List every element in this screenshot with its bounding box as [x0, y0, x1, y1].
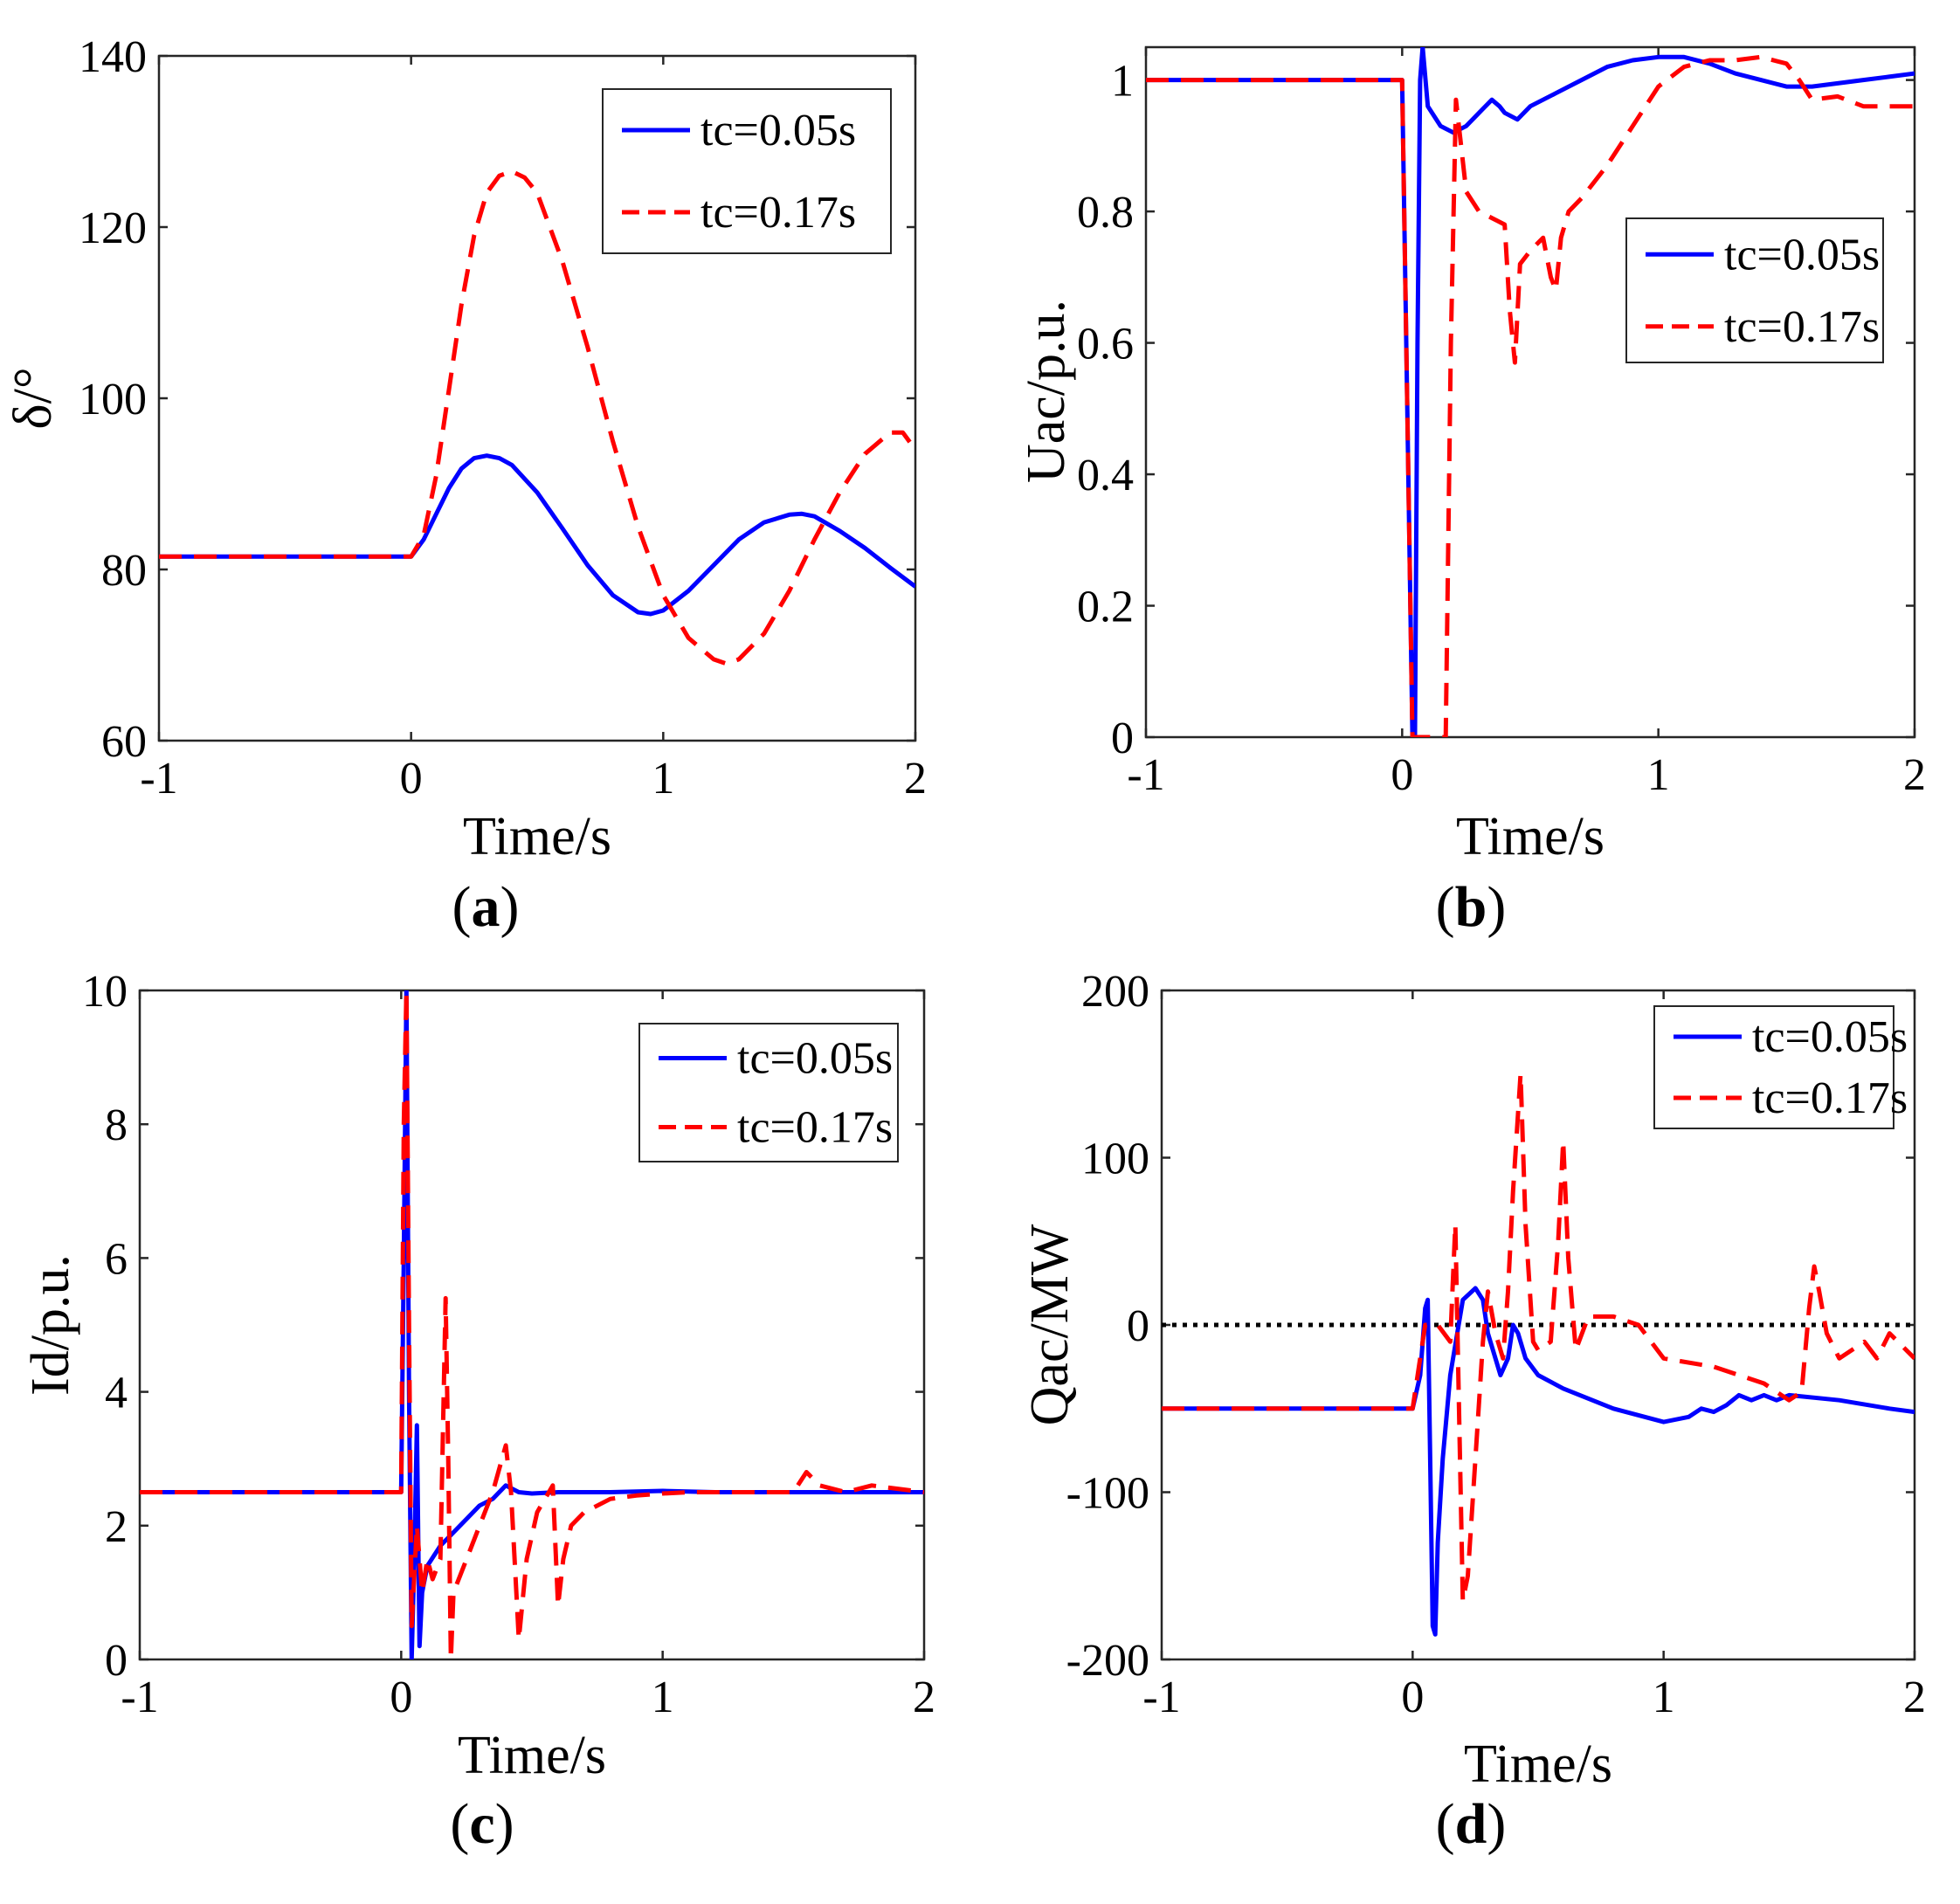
x-axis-label: Time/s [463, 807, 611, 866]
y-tick-label: 60 [101, 717, 147, 767]
panel-d: -1 0 1 2 -200 -100 0 100 200 tc=0.05s tc=0.17s Time… [1020, 967, 1926, 1856]
y-tick-label: 120 [79, 204, 147, 253]
y-axis-label: δ/° [3, 367, 63, 429]
legend-label: tc=0.05s [737, 1034, 893, 1084]
legend-box [638, 1023, 899, 1162]
x-tick-label: 0 [1401, 1673, 1424, 1722]
series-line-tc-005s [1162, 1286, 1915, 1637]
y-tick-label: 0 [1127, 1301, 1149, 1351]
y-tick-label: 2 [105, 1502, 128, 1552]
caption-letter: d [1455, 1792, 1487, 1856]
series-line-tc-005s [159, 453, 915, 617]
legend-a: tc=0.05s tc=0.17s [602, 88, 892, 254]
series-line-tc-005s [1146, 47, 1915, 737]
legend-c: tc=0.05s tc=0.17s [638, 1023, 899, 1162]
y-tick-label: 100 [1081, 1135, 1149, 1184]
x-tick-label: 2 [1903, 750, 1926, 800]
x-tick-label: -1 [121, 1673, 158, 1722]
y-tick-label: 200 [1081, 967, 1149, 1017]
caption-open: ( [1436, 1792, 1455, 1856]
x-tick-label: 0 [400, 754, 423, 804]
caption-close: ) [495, 1792, 514, 1856]
y-tick-label: 10 [82, 967, 128, 1017]
caption-letter: a [472, 875, 500, 939]
x-axis-label: Time/s [1456, 807, 1605, 866]
panel-caption: (b) [1436, 875, 1507, 939]
y-axis-label: Uac/p.u. [1017, 300, 1076, 483]
y-tick-label: 0.6 [1077, 320, 1134, 369]
x-tick-label: 2 [913, 1673, 935, 1722]
panel-caption: (c) [450, 1792, 514, 1856]
legend-label: tc=0.17s [737, 1103, 893, 1153]
y-tick-label: 0.4 [1077, 451, 1134, 500]
plot-area-b [1144, 45, 1916, 739]
caption-close: ) [500, 875, 520, 939]
panel-caption: (a) [452, 875, 520, 939]
x-tick-label: 1 [652, 754, 674, 804]
y-tick-label: -200 [1066, 1636, 1149, 1686]
series-line-tc-017s [1162, 1072, 1915, 1604]
panel-caption: (d) [1436, 1792, 1507, 1856]
y-tick-label: 140 [79, 32, 147, 82]
legend-box [602, 88, 892, 254]
legend-box [1625, 217, 1884, 363]
x-axis-label: Time/s [458, 1726, 606, 1785]
y-tick-label: 8 [105, 1100, 128, 1150]
x-tick-label: -1 [140, 754, 177, 804]
y-tick-label: -100 [1066, 1469, 1149, 1519]
y-tick-label: 80 [101, 546, 147, 596]
x-axis-label: Time/s [1464, 1735, 1612, 1794]
y-axis-label: Qac/MW [1020, 1224, 1080, 1425]
caption-letter: b [1455, 875, 1487, 939]
legend-label: tc=0.17s [1752, 1073, 1908, 1123]
series-line-tc-017s [1146, 54, 1915, 737]
caption-open: ( [1436, 875, 1455, 939]
legend-label: tc=0.05s [1752, 1012, 1908, 1062]
x-tick-label: 2 [904, 754, 927, 804]
panel-c: -1 0 1 20246810tc=0.05stc=0.17sTime/sId/p.u… [21, 967, 935, 1856]
y-tick-label: 4 [105, 1369, 128, 1418]
x-tick-label: -1 [1127, 750, 1164, 800]
caption-close: ) [1487, 1792, 1506, 1856]
y-tick-label: 6 [105, 1234, 128, 1284]
legend-box [1653, 1005, 1894, 1129]
x-tick-label: 1 [1653, 1673, 1675, 1722]
legend-label: tc=0.17s [700, 188, 856, 238]
caption-close: ) [1487, 875, 1506, 939]
series-line-tc-017s [140, 990, 924, 1659]
legend-label: tc=0.05s [1724, 230, 1880, 279]
caption-open: ( [450, 1792, 469, 1856]
panel-a: -1 0 1 2 60 80 100 120 140 tc=0.05s tc=0.17s Time/s… [3, 32, 927, 939]
y-tick-label: 0.8 [1077, 188, 1134, 238]
legend-b: tc=0.05s tc=0.17s [1625, 217, 1884, 363]
y-tick-label: 0.2 [1077, 583, 1134, 632]
y-axis-label: Id/p.u. [21, 1254, 80, 1396]
caption-letter: c [469, 1792, 494, 1856]
y-tick-label: 1 [1111, 57, 1134, 107]
legend-label: tc=0.05s [700, 106, 856, 155]
caption-open: ( [452, 875, 472, 939]
legend-label: tc=0.17s [1724, 302, 1880, 352]
y-tick-label: 0 [1111, 714, 1134, 763]
legend-d: tc=0.05s tc=0.17s [1653, 1005, 1908, 1129]
y-tick-label: 0 [105, 1636, 128, 1686]
x-tick-label: 1 [652, 1673, 674, 1722]
y-tick-label: 100 [79, 375, 147, 424]
x-tick-label: 1 [1647, 750, 1670, 800]
x-tick-label: 0 [390, 1673, 412, 1722]
panel-b: -1 0 1 200.20.40.60.81tc=0.05stc=0.17sTime/… [1017, 45, 1926, 939]
x-tick-label: 0 [1391, 750, 1413, 800]
plot-area-c [138, 989, 926, 1661]
x-tick-label: -1 [1142, 1673, 1180, 1722]
series-line-tc-017s [159, 169, 915, 666]
x-tick-label: 2 [1903, 1673, 1926, 1722]
